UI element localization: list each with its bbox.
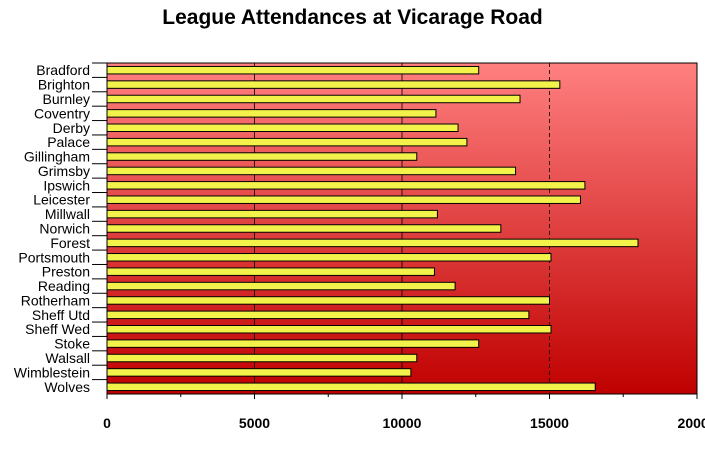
- category-label: Stoke: [54, 336, 90, 352]
- category-label: Wolves: [44, 379, 90, 395]
- bar-gillingham: [106, 152, 418, 161]
- bar-forest: [106, 238, 639, 248]
- category-labels: BradfordBrightonBurnleyCoventryDerbyPala…: [14, 62, 107, 395]
- x-tick-label: 5000: [239, 415, 270, 431]
- bar-sheff-wed: [106, 324, 552, 334]
- category-label: Portsmouth: [18, 249, 90, 265]
- bar-leicester: [106, 195, 581, 204]
- category-label: Reading: [38, 278, 90, 294]
- x-tick-label: 20000: [678, 415, 705, 431]
- bar-bradford: [106, 65, 480, 75]
- bar-sheff-utd: [106, 310, 530, 320]
- bar-millwall: [106, 209, 438, 219]
- category-label: Leicester: [33, 192, 90, 208]
- bar-ipswich: [106, 181, 586, 190]
- bar-walsall: [106, 353, 418, 363]
- category-label: Grimsby: [38, 163, 90, 179]
- bars: [106, 65, 639, 392]
- category-label: Millwall: [45, 206, 90, 222]
- category-label: Preston: [42, 264, 90, 280]
- bar-burnley: [106, 94, 521, 104]
- category-label: Sheff Wed: [25, 321, 90, 337]
- category-label: Gillingham: [24, 149, 90, 165]
- bar-stoke: [106, 339, 480, 348]
- category-label: Rotherham: [21, 292, 90, 308]
- x-tick-label: 15000: [530, 415, 569, 431]
- bar-preston: [106, 267, 435, 276]
- bar-brighton: [106, 80, 561, 89]
- category-label: Forest: [50, 235, 90, 251]
- x-axis-ticks: 0 5000 10000 15000 20000: [103, 394, 705, 431]
- bar-palace: [106, 137, 468, 147]
- category-label: Sheff Utd: [32, 307, 90, 323]
- bar-coventry: [106, 109, 437, 118]
- category-label: Brighton: [38, 77, 90, 93]
- bar-portsmouth: [106, 253, 552, 262]
- category-label: Bradford: [36, 62, 90, 78]
- bar-wimblestein: [106, 368, 412, 377]
- bar-rotherham: [106, 296, 550, 305]
- x-tick-label: 10000: [383, 415, 422, 431]
- category-label: Palace: [47, 134, 90, 150]
- category-label: Ipswich: [43, 177, 90, 193]
- category-label: Walsall: [45, 350, 90, 366]
- bar-reading: [106, 281, 456, 291]
- bar-wolves: [106, 382, 596, 392]
- category-label: Norwich: [39, 221, 90, 237]
- chart-title: League Attendances at Vicarage Road: [162, 6, 543, 29]
- bar-norwich: [106, 224, 502, 233]
- category-label: Coventry: [34, 105, 90, 121]
- category-label: Wimblestein: [14, 364, 90, 380]
- x-tick-label: 0: [103, 415, 111, 431]
- bar-derby: [106, 123, 459, 133]
- category-label: Derby: [53, 120, 90, 136]
- category-label: Burnley: [43, 91, 90, 107]
- bar-grimsby: [106, 166, 517, 176]
